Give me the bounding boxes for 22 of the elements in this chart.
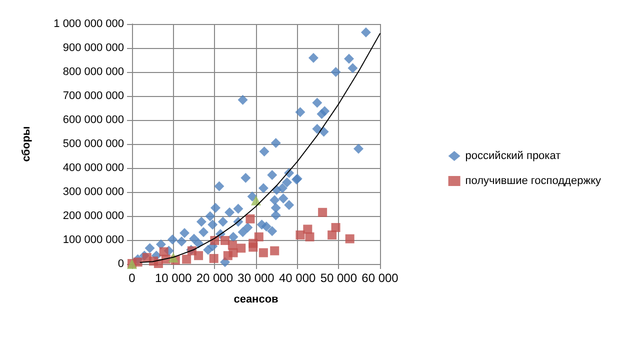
y-tick-label: 100 000 000 <box>62 234 124 246</box>
y-tick-label: 700 000 000 <box>62 90 124 102</box>
x-tick-label: 10 000 <box>154 271 192 285</box>
x-tick-label: 30 000 <box>238 271 275 285</box>
y-tick-label: 400 000 000 <box>62 162 124 174</box>
y-tick-label: 300 000 000 <box>62 186 124 198</box>
y-tick-label: 600 000 000 <box>62 114 124 126</box>
x-tick-label: 50 000 <box>320 271 358 285</box>
y-axis-title: сборы <box>20 126 32 162</box>
y-tick-label: 200 000 000 <box>62 210 124 222</box>
x-axis-title: сеансов <box>234 294 279 306</box>
x-tick-label: 0 <box>128 271 136 285</box>
x-tick-label: 40 000 <box>278 271 316 285</box>
y-tick-label: 0 <box>118 258 124 270</box>
y-tick-label: 900 000 000 <box>62 42 124 54</box>
y-tick-label: 800 000 000 <box>62 66 124 78</box>
legend-label: получившие господдержку <box>465 175 602 187</box>
y-tick-label: 1 000 000 000 <box>54 18 124 30</box>
x-tick-label: 60 000 <box>362 271 399 285</box>
y-tick-label: 500 000 000 <box>62 138 124 150</box>
legend-label: российский прокат <box>465 150 561 162</box>
x-tick-label: 20 000 <box>196 271 234 285</box>
